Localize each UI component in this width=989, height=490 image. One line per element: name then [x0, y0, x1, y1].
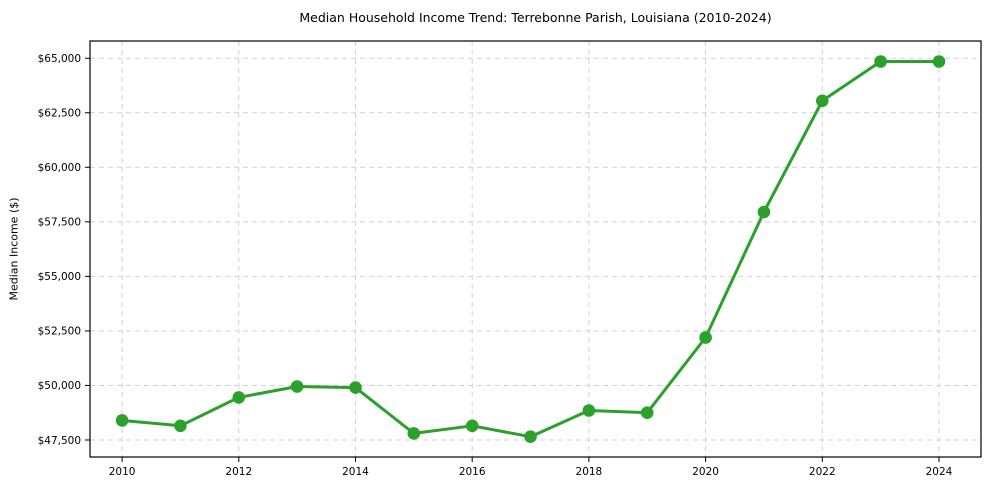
- x-tick-label: 2020: [692, 466, 719, 478]
- data-point: [115, 414, 129, 427]
- gridlines: [90, 41, 981, 457]
- x-tick-label: 2018: [576, 466, 603, 478]
- data-point: [232, 391, 246, 404]
- x-tick-label: 2014: [342, 466, 369, 478]
- data-point: [407, 427, 421, 440]
- x-tick-label: 2012: [225, 466, 252, 478]
- axis-ticks: $47,500 $50,000 $52,500 $55,000 $57,500 $60,0…: [38, 53, 953, 478]
- data-point: [465, 419, 479, 433]
- data-point: [874, 55, 887, 68]
- data-point: [582, 404, 596, 417]
- y-tick-label: $65,000: [38, 53, 81, 65]
- chart-title: Median Household Income Trend: Terrebonn…: [299, 10, 772, 25]
- x-tick-label: 2022: [809, 466, 836, 478]
- series-line: [120, 60, 941, 439]
- y-tick-label: $57,500: [38, 217, 81, 229]
- x-tick-label: 2024: [926, 466, 953, 478]
- y-tick-label: $55,000: [38, 271, 81, 283]
- data-point: [524, 430, 537, 444]
- data-point: [349, 381, 362, 394]
- y-tick-label: $52,500: [38, 326, 81, 338]
- series-markers: [115, 55, 946, 444]
- data-point: [174, 419, 187, 433]
- y-tick-label: $50,000: [38, 380, 81, 392]
- data-point: [757, 205, 771, 219]
- data-point: [699, 331, 712, 344]
- y-tick-label: $62,500: [38, 108, 81, 120]
- data-point: [816, 94, 829, 108]
- x-tick-label: 2016: [459, 466, 486, 478]
- x-tick-label: 2010: [109, 466, 136, 478]
- data-point: [932, 55, 946, 68]
- y-tick-label: $47,500: [38, 435, 81, 447]
- y-tick-label: $60,000: [38, 162, 81, 174]
- data-point: [640, 406, 654, 420]
- axes-border: [89, 40, 982, 458]
- data-point: [290, 380, 304, 393]
